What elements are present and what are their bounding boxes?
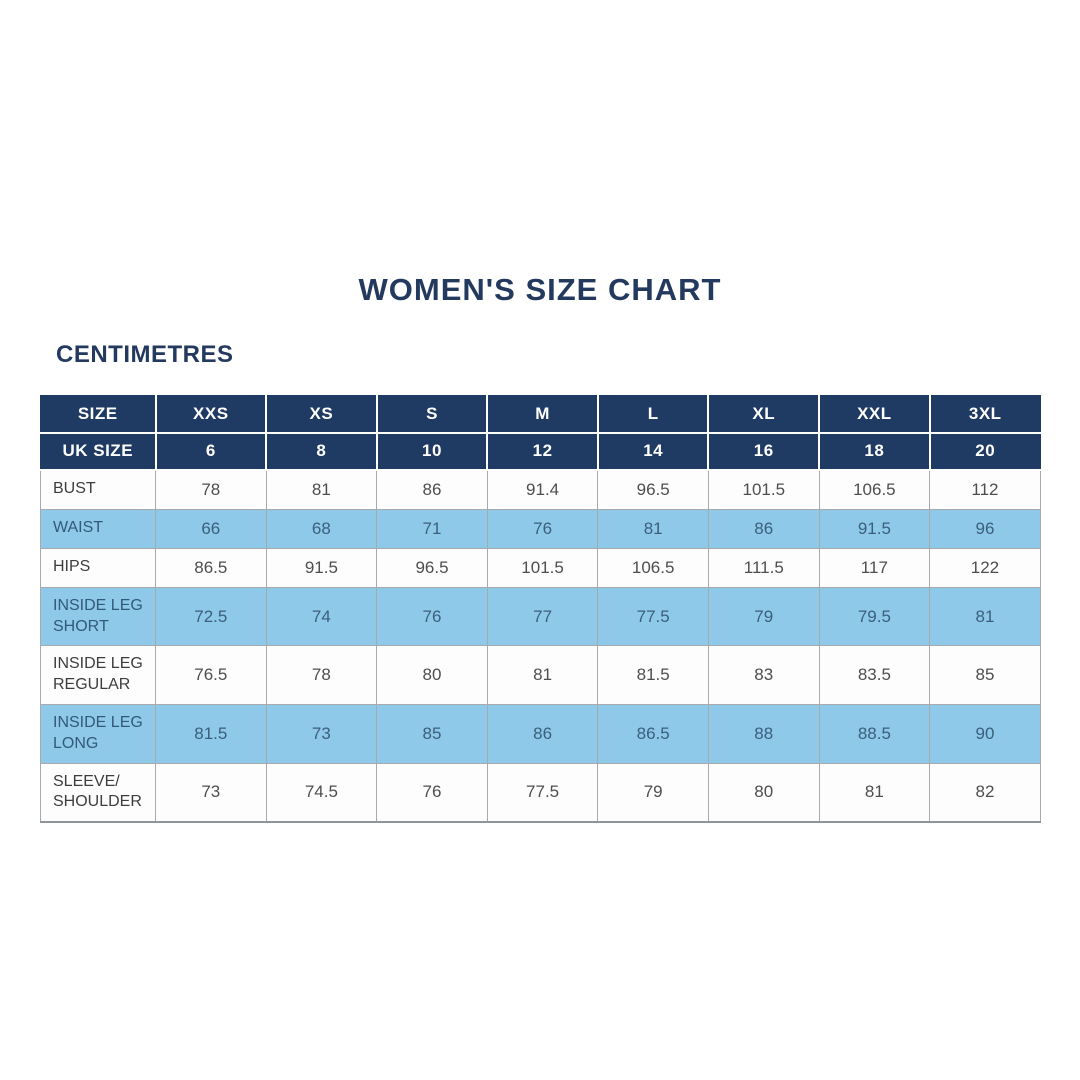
cell-waist-6: 91.5 xyxy=(818,508,931,549)
header-cell-size-6: XXL xyxy=(818,395,931,434)
cell-inside-leg-long-4: 86.5 xyxy=(597,703,709,764)
cell-inside-leg-regular-3: 81 xyxy=(486,645,599,705)
header-cell-uk-size-2: 10 xyxy=(375,432,489,471)
cell-inside-leg-short-3: 77 xyxy=(486,586,599,647)
header-cell-uk-size-6: 18 xyxy=(818,432,931,471)
cell-hips-4: 106.5 xyxy=(597,547,709,588)
table-row-inside-leg-short: INSIDE LEG SHORT 72.5 74 76 77 77.5 79 79.5 81 xyxy=(40,586,1041,647)
row-label-hips: HIPS xyxy=(40,547,156,588)
cell-inside-leg-regular-5: 83 xyxy=(707,645,820,705)
cell-bust-1: 81 xyxy=(265,469,378,510)
row-label-bust: BUST xyxy=(40,469,156,510)
cell-bust-3: 91.4 xyxy=(486,469,599,510)
table-header: SIZE XXS XS S M L XL XXL 3XL UK SIZE 6 8 10 12 14 16 18 2… xyxy=(40,395,1041,471)
page-title: WOMEN'S SIZE CHART xyxy=(358,272,722,307)
table-row-bust: BUST 78 81 86 91.4 96.5 101.5 106.5 112 xyxy=(40,469,1041,510)
cell-inside-leg-regular-0: 76.5 xyxy=(155,645,267,705)
header-cell-size-7: 3XL xyxy=(928,395,1041,434)
table-row-sleeve-shoulder: SLEEVE/ SHOULDER 73 74.5 76 77.5 79 80 81 82 xyxy=(40,762,1041,823)
cell-inside-leg-regular-7: 85 xyxy=(929,645,1041,705)
cell-waist-5: 86 xyxy=(707,508,820,549)
row-label-inside-leg-short: INSIDE LEG SHORT xyxy=(40,586,156,647)
header-cell-uk-size-5: 16 xyxy=(707,432,821,471)
header-cell-uk-size-0: 6 xyxy=(154,432,268,471)
header-row-size: SIZE XXS XS S M L XL XXL 3XL xyxy=(40,395,1041,434)
header-cell-uk-size-3: 12 xyxy=(486,432,599,471)
cell-sleeve-shoulder-6: 81 xyxy=(818,762,931,823)
header-cell-size-4: L xyxy=(596,395,710,434)
header-cell-size-5: XL xyxy=(707,395,821,434)
cell-hips-0: 86.5 xyxy=(155,547,267,588)
cell-bust-2: 86 xyxy=(376,469,488,510)
cell-bust-6: 106.5 xyxy=(818,469,931,510)
cell-waist-0: 66 xyxy=(155,508,267,549)
header-row-label-uk-size: UK SIZE xyxy=(40,432,157,471)
cell-inside-leg-short-4: 77.5 xyxy=(597,586,709,647)
cell-inside-leg-short-0: 72.5 xyxy=(155,586,267,647)
cell-inside-leg-long-6: 88.5 xyxy=(818,703,931,764)
cell-sleeve-shoulder-7: 82 xyxy=(929,762,1041,823)
table-row-waist: WAIST 66 68 71 76 81 86 91.5 96 xyxy=(40,508,1041,549)
cell-inside-leg-long-7: 90 xyxy=(929,703,1041,764)
cell-sleeve-shoulder-0: 73 xyxy=(155,762,267,823)
cell-inside-leg-regular-2: 80 xyxy=(376,645,488,705)
cell-waist-7: 96 xyxy=(929,508,1041,549)
cell-bust-0: 78 xyxy=(155,469,267,510)
header-cell-uk-size-7: 20 xyxy=(928,432,1041,471)
cell-sleeve-shoulder-4: 79 xyxy=(597,762,709,823)
header-cell-size-3: M xyxy=(486,395,599,434)
cell-inside-leg-regular-4: 81.5 xyxy=(597,645,709,705)
cell-hips-6: 117 xyxy=(818,547,931,588)
cell-waist-2: 71 xyxy=(376,508,488,549)
cell-waist-1: 68 xyxy=(265,508,378,549)
cell-inside-leg-short-7: 81 xyxy=(929,586,1041,647)
cell-inside-leg-long-2: 85 xyxy=(376,703,488,764)
table-row-inside-leg-long: INSIDE LEG LONG 81.5 73 85 86 86.5 88 88.5 90 xyxy=(40,703,1041,764)
cell-inside-leg-long-1: 73 xyxy=(265,703,378,764)
header-cell-size-2: S xyxy=(375,395,489,434)
cell-hips-3: 101.5 xyxy=(486,547,599,588)
units-heading: CENTIMETRES xyxy=(56,341,234,368)
cell-inside-leg-short-1: 74 xyxy=(265,586,378,647)
cell-inside-leg-short-6: 79.5 xyxy=(818,586,931,647)
cell-sleeve-shoulder-1: 74.5 xyxy=(265,762,378,823)
row-label-inside-leg-regular: INSIDE LEG REGULAR xyxy=(40,645,156,705)
cell-bust-7: 112 xyxy=(929,469,1041,510)
cell-inside-leg-long-5: 88 xyxy=(707,703,820,764)
header-cell-uk-size-4: 14 xyxy=(596,432,710,471)
cell-hips-1: 91.5 xyxy=(265,547,378,588)
header-row-uk-size: UK SIZE 6 8 10 12 14 16 18 20 xyxy=(40,432,1041,471)
cell-inside-leg-long-3: 86 xyxy=(486,703,599,764)
header-cell-uk-size-1: 8 xyxy=(265,432,378,471)
cell-inside-leg-long-0: 81.5 xyxy=(155,703,267,764)
row-label-sleeve-shoulder: SLEEVE/ SHOULDER xyxy=(40,762,156,823)
cell-sleeve-shoulder-2: 76 xyxy=(376,762,488,823)
cell-hips-5: 111.5 xyxy=(707,547,820,588)
table-row-inside-leg-regular: INSIDE LEG REGULAR 76.5 78 80 81 81.5 83 83.5 85 xyxy=(40,645,1041,705)
cell-bust-5: 101.5 xyxy=(707,469,820,510)
table-row-hips: HIPS 86.5 91.5 96.5 101.5 106.5 111.5 117 122 xyxy=(40,547,1041,588)
table-body: BUST 78 81 86 91.4 96.5 101.5 106.5 112 WAIST 66 68… xyxy=(40,469,1041,823)
header-cell-size-0: XXS xyxy=(154,395,268,434)
row-label-inside-leg-long: INSIDE LEG LONG xyxy=(40,703,156,764)
cell-bust-4: 96.5 xyxy=(597,469,709,510)
cell-waist-4: 81 xyxy=(597,508,709,549)
header-row-label-size: SIZE xyxy=(40,395,157,434)
cell-inside-leg-short-2: 76 xyxy=(376,586,488,647)
cell-inside-leg-regular-6: 83.5 xyxy=(818,645,931,705)
cell-sleeve-shoulder-3: 77.5 xyxy=(486,762,599,823)
cell-waist-3: 76 xyxy=(486,508,599,549)
cell-hips-7: 122 xyxy=(929,547,1041,588)
cell-hips-2: 96.5 xyxy=(376,547,488,588)
cell-inside-leg-short-5: 79 xyxy=(707,586,820,647)
cell-sleeve-shoulder-5: 80 xyxy=(707,762,820,823)
size-chart-table: SIZE XXS XS S M L XL XXL 3XL UK SIZE 6 8 10 12 14 16 18 2… xyxy=(40,395,1041,824)
cell-inside-leg-regular-1: 78 xyxy=(265,645,378,705)
row-label-waist: WAIST xyxy=(40,508,156,549)
header-cell-size-1: XS xyxy=(265,395,378,434)
